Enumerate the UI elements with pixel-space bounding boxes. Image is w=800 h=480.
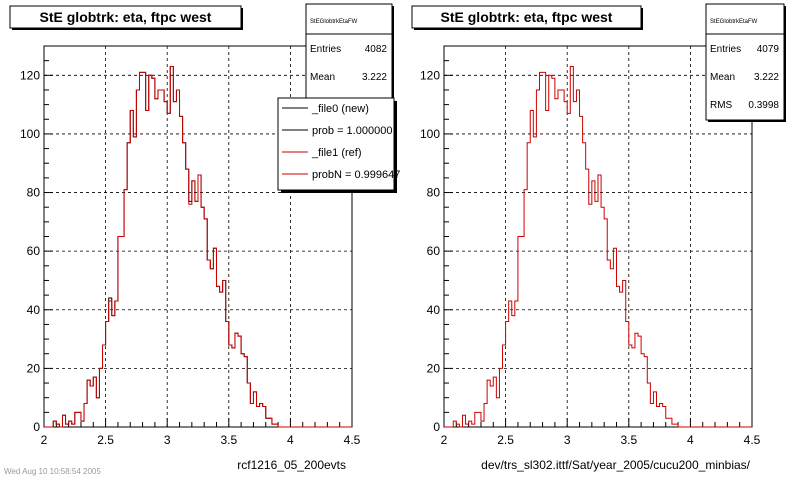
- y-tick-label: 40: [427, 303, 441, 317]
- x-tick-label: 2: [41, 433, 48, 447]
- x-tick-label: 4.5: [344, 433, 361, 447]
- x-tick-label: 2.5: [497, 433, 514, 447]
- y-tick-label: 20: [27, 361, 41, 375]
- x-tick-label: 3: [564, 433, 571, 447]
- y-tick-label: 100: [420, 127, 440, 141]
- legend-box: [277, 97, 395, 191]
- stats-box: [705, 3, 785, 121]
- legend-entry: _file1 (ref): [311, 147, 362, 159]
- y-tick-label: 60: [427, 244, 441, 258]
- histogram-series-2: [44, 66, 352, 428]
- x-tick-label: 3.5: [620, 433, 637, 447]
- chart-panel-1: 2 2.5 3 3.5 4 4.5 0 20 40 60 80 100 120 rcf1216_05_20…: [9, 3, 400, 472]
- y-tick-label: 80: [27, 186, 41, 200]
- x-tick-label: 2.5: [97, 433, 114, 447]
- chart-title: StE globtrk: eta, ftpc west: [40, 9, 212, 25]
- stats-entries-value: 4079: [757, 44, 780, 55]
- x-tick-label: 4: [287, 433, 294, 447]
- y-tick-label: 120: [20, 68, 40, 82]
- x-tick-label: 3: [164, 433, 171, 447]
- y-tick-label: 100: [20, 127, 40, 141]
- chart-title: StE globtrk: eta, ftpc west: [441, 9, 613, 25]
- x-tick-label: 4.5: [744, 433, 761, 447]
- y-tick-label: 60: [27, 244, 41, 258]
- x-tick-label: 2: [441, 433, 448, 447]
- title-box: [411, 5, 642, 29]
- x-tick-label: 4: [687, 433, 694, 447]
- stats-entries-value: 4082: [365, 44, 388, 55]
- y-tick-label: 80: [427, 186, 441, 200]
- stats-header: StEGlobtrkEtaFW: [710, 19, 758, 25]
- x-axis-label: dev/trs_sl302.ittf/Sat/year_2005/cucu200…: [481, 458, 750, 472]
- x-tick-label: 3.5: [220, 433, 237, 447]
- stats-rms-value: 0.3998: [748, 100, 779, 111]
- chart-panel-2: 2 2.5 3 3.5 4 4.5 0 20 40 60 80 100 120 dev/trs_sl302…: [411, 3, 786, 472]
- stats-box: [305, 3, 393, 99]
- plot-frame: [443, 45, 753, 428]
- stats-rms-label: RMS: [710, 100, 733, 111]
- y-tick-label: 0: [33, 420, 40, 434]
- y-tick-label: 20: [427, 361, 441, 375]
- stats-entries-label: Entries: [710, 44, 741, 55]
- stats-mean-label: Mean: [710, 72, 735, 83]
- legend-entry: probN = 0.999647: [312, 169, 400, 181]
- footer-note: Wed Aug 10 10:58:54 2005: [4, 467, 101, 476]
- stats-entries-label: Entries: [310, 44, 341, 55]
- stats-header: StEGlobtrkEtaFW: [310, 19, 358, 25]
- stats-mean-value: 3.222: [754, 72, 779, 83]
- y-tick-label: 0: [433, 420, 440, 434]
- stats-mean-value: 3.222: [362, 72, 387, 83]
- legend-entry: _file0 (new): [311, 103, 369, 115]
- y-tick-label: 120: [420, 68, 440, 82]
- x-axis-label: rcf1216_05_200evts: [237, 458, 346, 472]
- stats-mean-label: Mean: [310, 72, 335, 83]
- histogram-series-1: [444, 66, 752, 428]
- legend-entry: prob = 1.000000: [312, 125, 392, 137]
- y-tick-label: 40: [27, 303, 41, 317]
- title-box: [9, 5, 242, 29]
